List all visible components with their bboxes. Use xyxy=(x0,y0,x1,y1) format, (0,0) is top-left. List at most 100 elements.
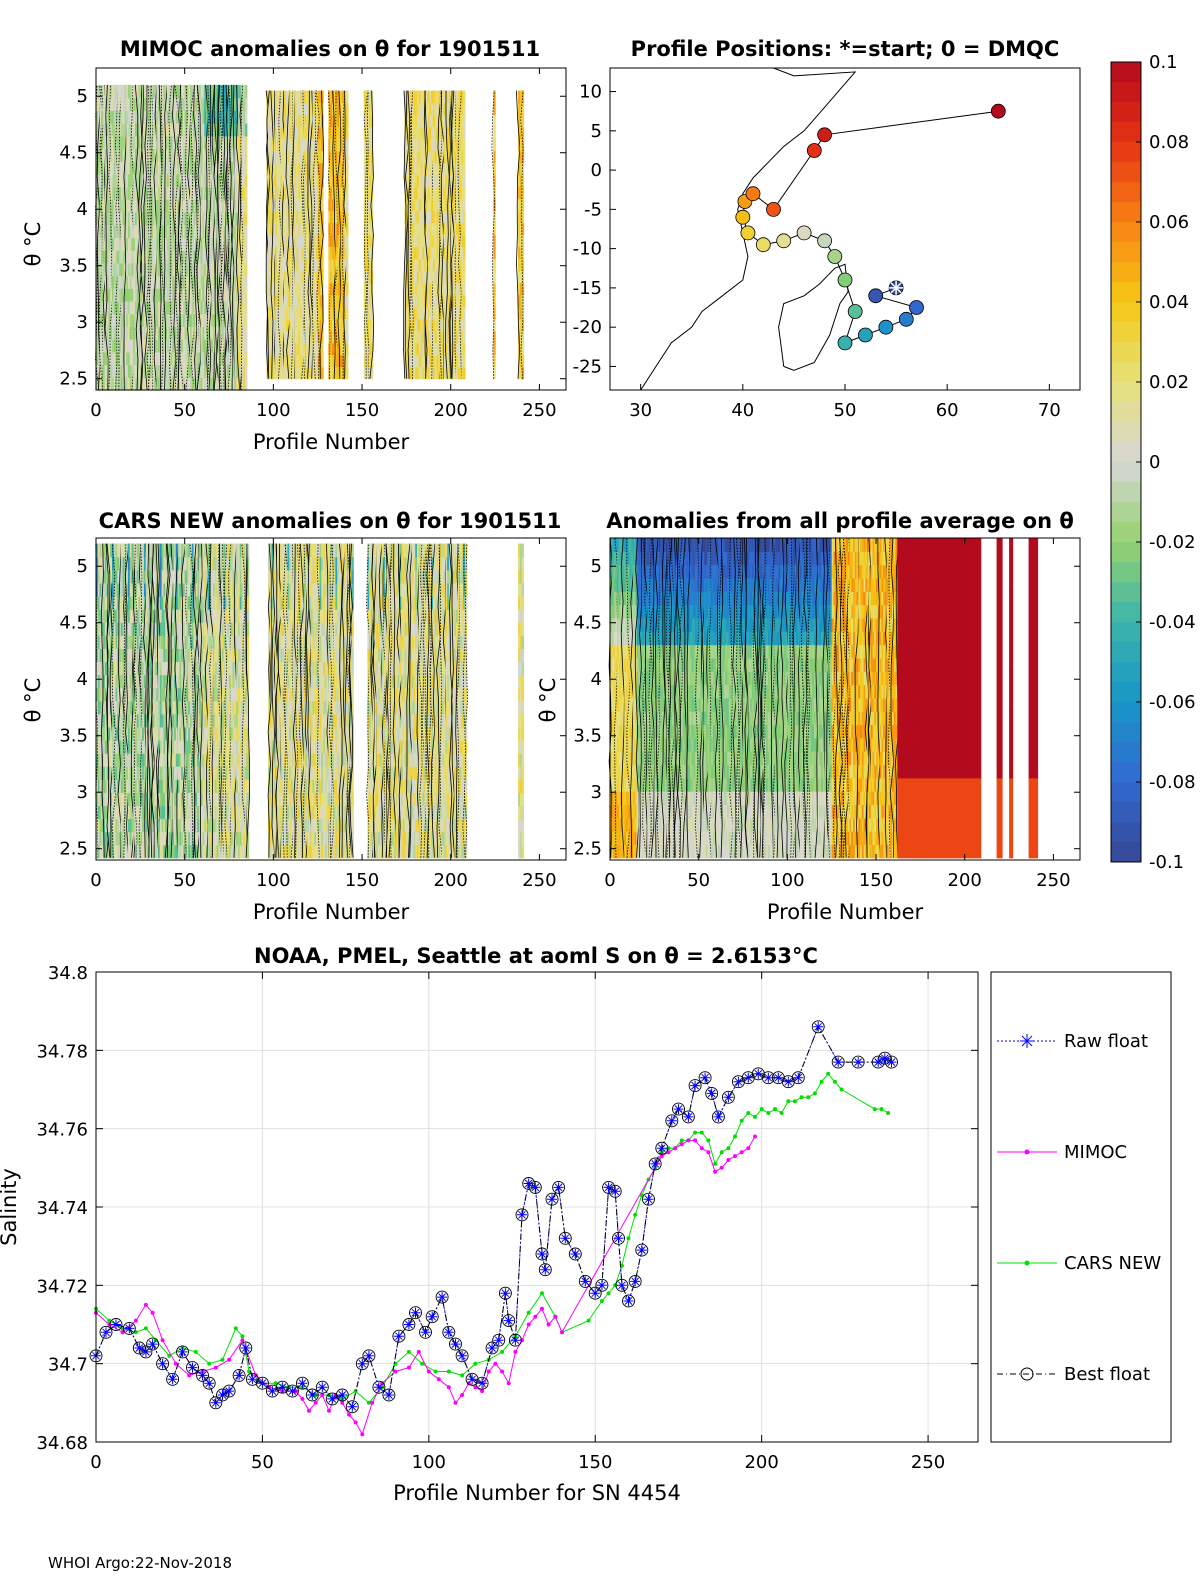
heat-cell xyxy=(314,306,317,320)
heat-cell xyxy=(101,135,104,150)
heat-cell xyxy=(218,97,221,111)
heat-cell xyxy=(241,339,244,353)
heat-cell xyxy=(145,262,149,277)
heat-cell xyxy=(133,262,136,277)
heat-cell xyxy=(129,135,133,150)
heat-cell xyxy=(96,674,99,689)
heat-cell xyxy=(363,102,367,116)
heat-cell xyxy=(427,102,431,116)
heat-cell xyxy=(420,294,423,308)
heat-cell xyxy=(126,661,129,676)
heat-cell xyxy=(124,648,127,662)
heat-cell xyxy=(285,246,289,260)
heat-cell xyxy=(191,97,195,111)
heat-cell xyxy=(331,306,335,320)
heat-cell xyxy=(135,831,138,846)
heat-cell xyxy=(280,270,283,284)
heat-cell xyxy=(101,740,104,754)
heat-cell xyxy=(315,354,319,368)
heat-cell xyxy=(245,123,248,137)
heat-cell xyxy=(117,687,120,702)
contour-line xyxy=(270,90,275,379)
heat-cell xyxy=(234,212,237,226)
heat-cell xyxy=(346,186,349,200)
heat-cell xyxy=(99,831,102,846)
heat-cell xyxy=(438,114,441,128)
heat-cell xyxy=(103,301,106,315)
heat-cell xyxy=(236,250,239,264)
heat-cell xyxy=(186,148,189,162)
heat-cell xyxy=(145,161,149,175)
heat-cell xyxy=(521,138,525,152)
heat-cell xyxy=(184,199,188,213)
heat-cell xyxy=(266,90,269,104)
heat-cell xyxy=(170,199,173,213)
y-tick-label: 0 xyxy=(591,160,602,181)
heat-cell xyxy=(131,805,134,820)
heat-cell xyxy=(367,306,370,320)
heat-cell xyxy=(131,766,134,780)
heat-cell xyxy=(443,246,446,260)
heat-cell xyxy=(346,114,349,128)
heat-cell xyxy=(280,318,283,332)
heat-cell xyxy=(202,339,205,353)
heat-cell xyxy=(96,648,99,662)
heat-cell xyxy=(454,330,457,344)
heat-cell xyxy=(122,288,125,302)
heat-cell xyxy=(211,84,214,99)
heat-cell xyxy=(230,135,234,150)
heat-cell xyxy=(218,161,221,175)
heat-cell xyxy=(425,174,429,188)
heat-cell xyxy=(266,342,269,356)
heat-cell xyxy=(363,198,367,212)
heat-cell xyxy=(363,174,367,188)
heat-cell xyxy=(408,234,411,248)
heat-cell xyxy=(191,326,195,340)
heat-cell xyxy=(278,342,282,356)
heat-cell xyxy=(190,377,193,391)
heat-cell xyxy=(447,90,450,104)
heat-cell xyxy=(193,288,196,302)
heat-cell xyxy=(289,222,292,236)
heat-cell xyxy=(434,306,438,320)
heat-cell xyxy=(280,282,283,296)
heat-cell xyxy=(440,270,443,284)
heat-cell xyxy=(452,282,455,296)
heat-cell xyxy=(333,186,337,200)
heat-cell xyxy=(427,222,431,236)
heat-cell xyxy=(104,713,108,728)
heat-cell xyxy=(441,138,445,152)
heat-cell xyxy=(438,234,441,248)
heat-cell xyxy=(241,262,244,277)
heat-cell xyxy=(115,288,118,302)
heat-cell xyxy=(289,366,292,380)
heat-cell xyxy=(328,342,331,356)
heat-cell xyxy=(127,224,131,239)
heat-cell xyxy=(518,270,521,284)
heat-cell xyxy=(409,306,413,320)
heat-cell xyxy=(112,582,115,597)
heat-cell xyxy=(519,354,523,368)
heat-cell xyxy=(445,90,448,104)
heat-cell xyxy=(268,114,271,128)
heat-cell xyxy=(521,150,525,164)
heat-cell xyxy=(346,258,349,272)
heat-cell xyxy=(271,342,274,356)
heat-cell xyxy=(278,198,282,212)
heat-cell xyxy=(154,301,157,315)
heat-cell xyxy=(97,199,101,213)
heat-cell xyxy=(198,186,202,200)
heat-cell xyxy=(440,306,443,320)
heat-cell xyxy=(422,114,425,128)
heat-cell xyxy=(182,250,186,264)
heat-cell xyxy=(145,844,149,859)
heat-cell xyxy=(291,354,294,368)
heat-cell xyxy=(294,174,297,188)
heat-cell xyxy=(411,282,415,296)
heat-cell xyxy=(335,210,338,224)
heat-cell xyxy=(330,366,333,380)
heat-cell xyxy=(126,135,129,150)
heat-cell xyxy=(135,805,138,820)
heat-cell xyxy=(450,354,454,368)
